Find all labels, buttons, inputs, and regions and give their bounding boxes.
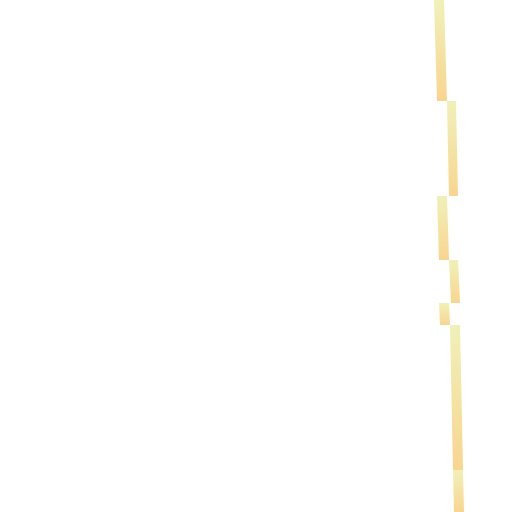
stroke-segment	[439, 303, 450, 325]
stroke-segment	[447, 101, 458, 196]
stroke-segment	[437, 196, 449, 260]
stroke-segment	[434, 0, 447, 101]
stroke-segment	[450, 325, 463, 470]
stroke-segment	[449, 260, 460, 303]
jagged-vertical-stroke	[434, 0, 464, 512]
stroke-segment	[453, 470, 464, 512]
